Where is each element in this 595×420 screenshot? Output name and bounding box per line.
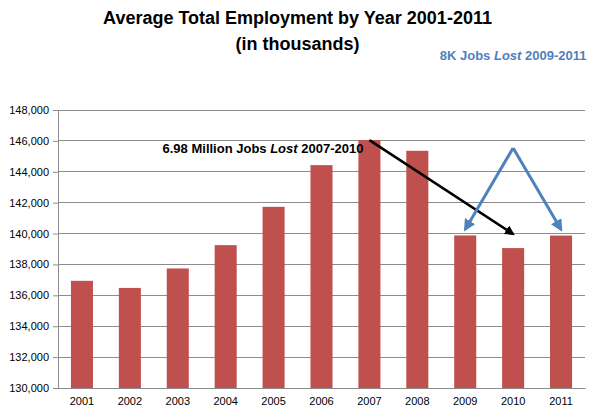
grid-line (58, 110, 585, 111)
x-tick: 2008 (405, 388, 429, 407)
x-tick-label: 2002 (118, 395, 142, 407)
x-tick: 2011 (549, 388, 573, 407)
y-tick-label: 142,000 (9, 197, 49, 209)
bar (406, 151, 428, 388)
y-axis-line (53, 111, 59, 389)
y-tick-mark (53, 264, 58, 265)
bar (502, 248, 524, 388)
annotation-emphasis: Lost (270, 141, 298, 156)
y-tick: 148,000 (9, 104, 58, 116)
x-tick-label: 2006 (309, 395, 333, 407)
x-axis-line (59, 388, 586, 389)
y-tick: 144,000 (9, 166, 58, 178)
grid (58, 110, 585, 388)
annotation-text: 8K Jobs Lost 2009-2011 (440, 48, 587, 63)
x-tick-label: 2003 (166, 395, 190, 407)
x-tick-label: 2009 (453, 395, 477, 407)
y-tick-mark (53, 110, 58, 111)
y-axis: 130,000 132,000 134,000 136,000 138,000 140,0… (9, 104, 58, 394)
x-tick-label: 2001 (70, 395, 94, 407)
y-tick-label: 136,000 (9, 289, 49, 301)
bars (71, 140, 572, 388)
y-tick-label: 132,000 (9, 351, 49, 363)
x-tick-label: 2004 (213, 395, 237, 407)
x-tick-label: 2008 (405, 395, 429, 407)
annotation: 8K Jobs Lost 2009-2011 (440, 48, 587, 230)
y-tick-label: 144,000 (9, 166, 49, 178)
x-tick-label: 2007 (357, 395, 381, 407)
y-tick-label: 134,000 (9, 320, 49, 332)
annotation-part: 2009-2011 (521, 48, 586, 63)
x-tick-label: 2005 (261, 395, 285, 407)
annotation: 6.98 Million Jobs Lost 2007-2010 (163, 140, 514, 234)
y-tick-mark (53, 172, 58, 173)
bar (310, 165, 332, 388)
y-tick-mark (53, 295, 58, 296)
x-tick: 2005 (261, 388, 285, 407)
bar (454, 235, 476, 388)
y-tick-label: 146,000 (9, 135, 49, 147)
annotation-part: 8K Jobs (440, 48, 494, 63)
y-tick-label: 138,000 (9, 258, 49, 270)
x-tick-label: 2011 (549, 395, 573, 407)
bar (263, 207, 285, 388)
x-tick: 2009 (453, 388, 477, 407)
bar (167, 268, 189, 388)
x-tick: 2006 (309, 388, 333, 407)
y-tick: 136,000 (9, 289, 58, 301)
x-tick: 2010 (501, 388, 525, 407)
bar (71, 281, 93, 388)
annotation-arrow (513, 148, 561, 230)
bar (550, 236, 572, 388)
x-tick: 2001 (70, 388, 94, 407)
y-tick: 140,000 (9, 228, 58, 240)
x-axis: 2001 2002 2003 2004 2005 2006 2007 2008 2009 2010… (59, 388, 586, 407)
y-tick: 134,000 (9, 320, 58, 332)
y-tick: 142,000 (9, 197, 58, 209)
y-tick-mark (53, 326, 58, 327)
bar (215, 245, 237, 388)
y-tick-label: 148,000 (9, 104, 49, 116)
y-tick: 138,000 (9, 258, 58, 270)
bar (119, 288, 141, 388)
y-tick: 146,000 (9, 135, 58, 147)
bar (358, 140, 380, 388)
annotation-arrow (465, 148, 513, 229)
y-tick-label: 130,000 (9, 382, 49, 394)
annotation-arrow (369, 140, 513, 234)
annotation-part: 6.98 Million Jobs (163, 141, 271, 156)
annotation-emphasis: Lost (494, 48, 522, 63)
y-tick-mark (53, 357, 58, 358)
title: Average Total Employment by Year 2001-20… (103, 8, 492, 28)
annotations: 6.98 Million Jobs Lost 2007-2010 8K Jobs … (163, 48, 587, 234)
x-tick-label: 2010 (501, 395, 525, 407)
chart: Average Total Employment by Year 2001-20… (0, 0, 595, 420)
y-tick-mark (53, 234, 58, 235)
y-tick-mark (53, 203, 58, 204)
y-tick: 132,000 (9, 351, 58, 363)
y-tick: 130,000 (9, 382, 58, 394)
y-tick-label: 140,000 (9, 228, 49, 240)
annotation-part: 2007-2010 (298, 141, 364, 156)
y-tick-mark (53, 141, 58, 142)
annotation-text: 6.98 Million Jobs Lost 2007-2010 (163, 141, 364, 156)
y-tick-mark (53, 388, 58, 389)
x-tick: 2003 (166, 388, 190, 407)
x-tick: 2007 (357, 388, 381, 407)
subtitle: (in thousands) (236, 34, 360, 54)
x-tick: 2002 (118, 388, 142, 407)
x-tick: 2004 (213, 388, 237, 407)
